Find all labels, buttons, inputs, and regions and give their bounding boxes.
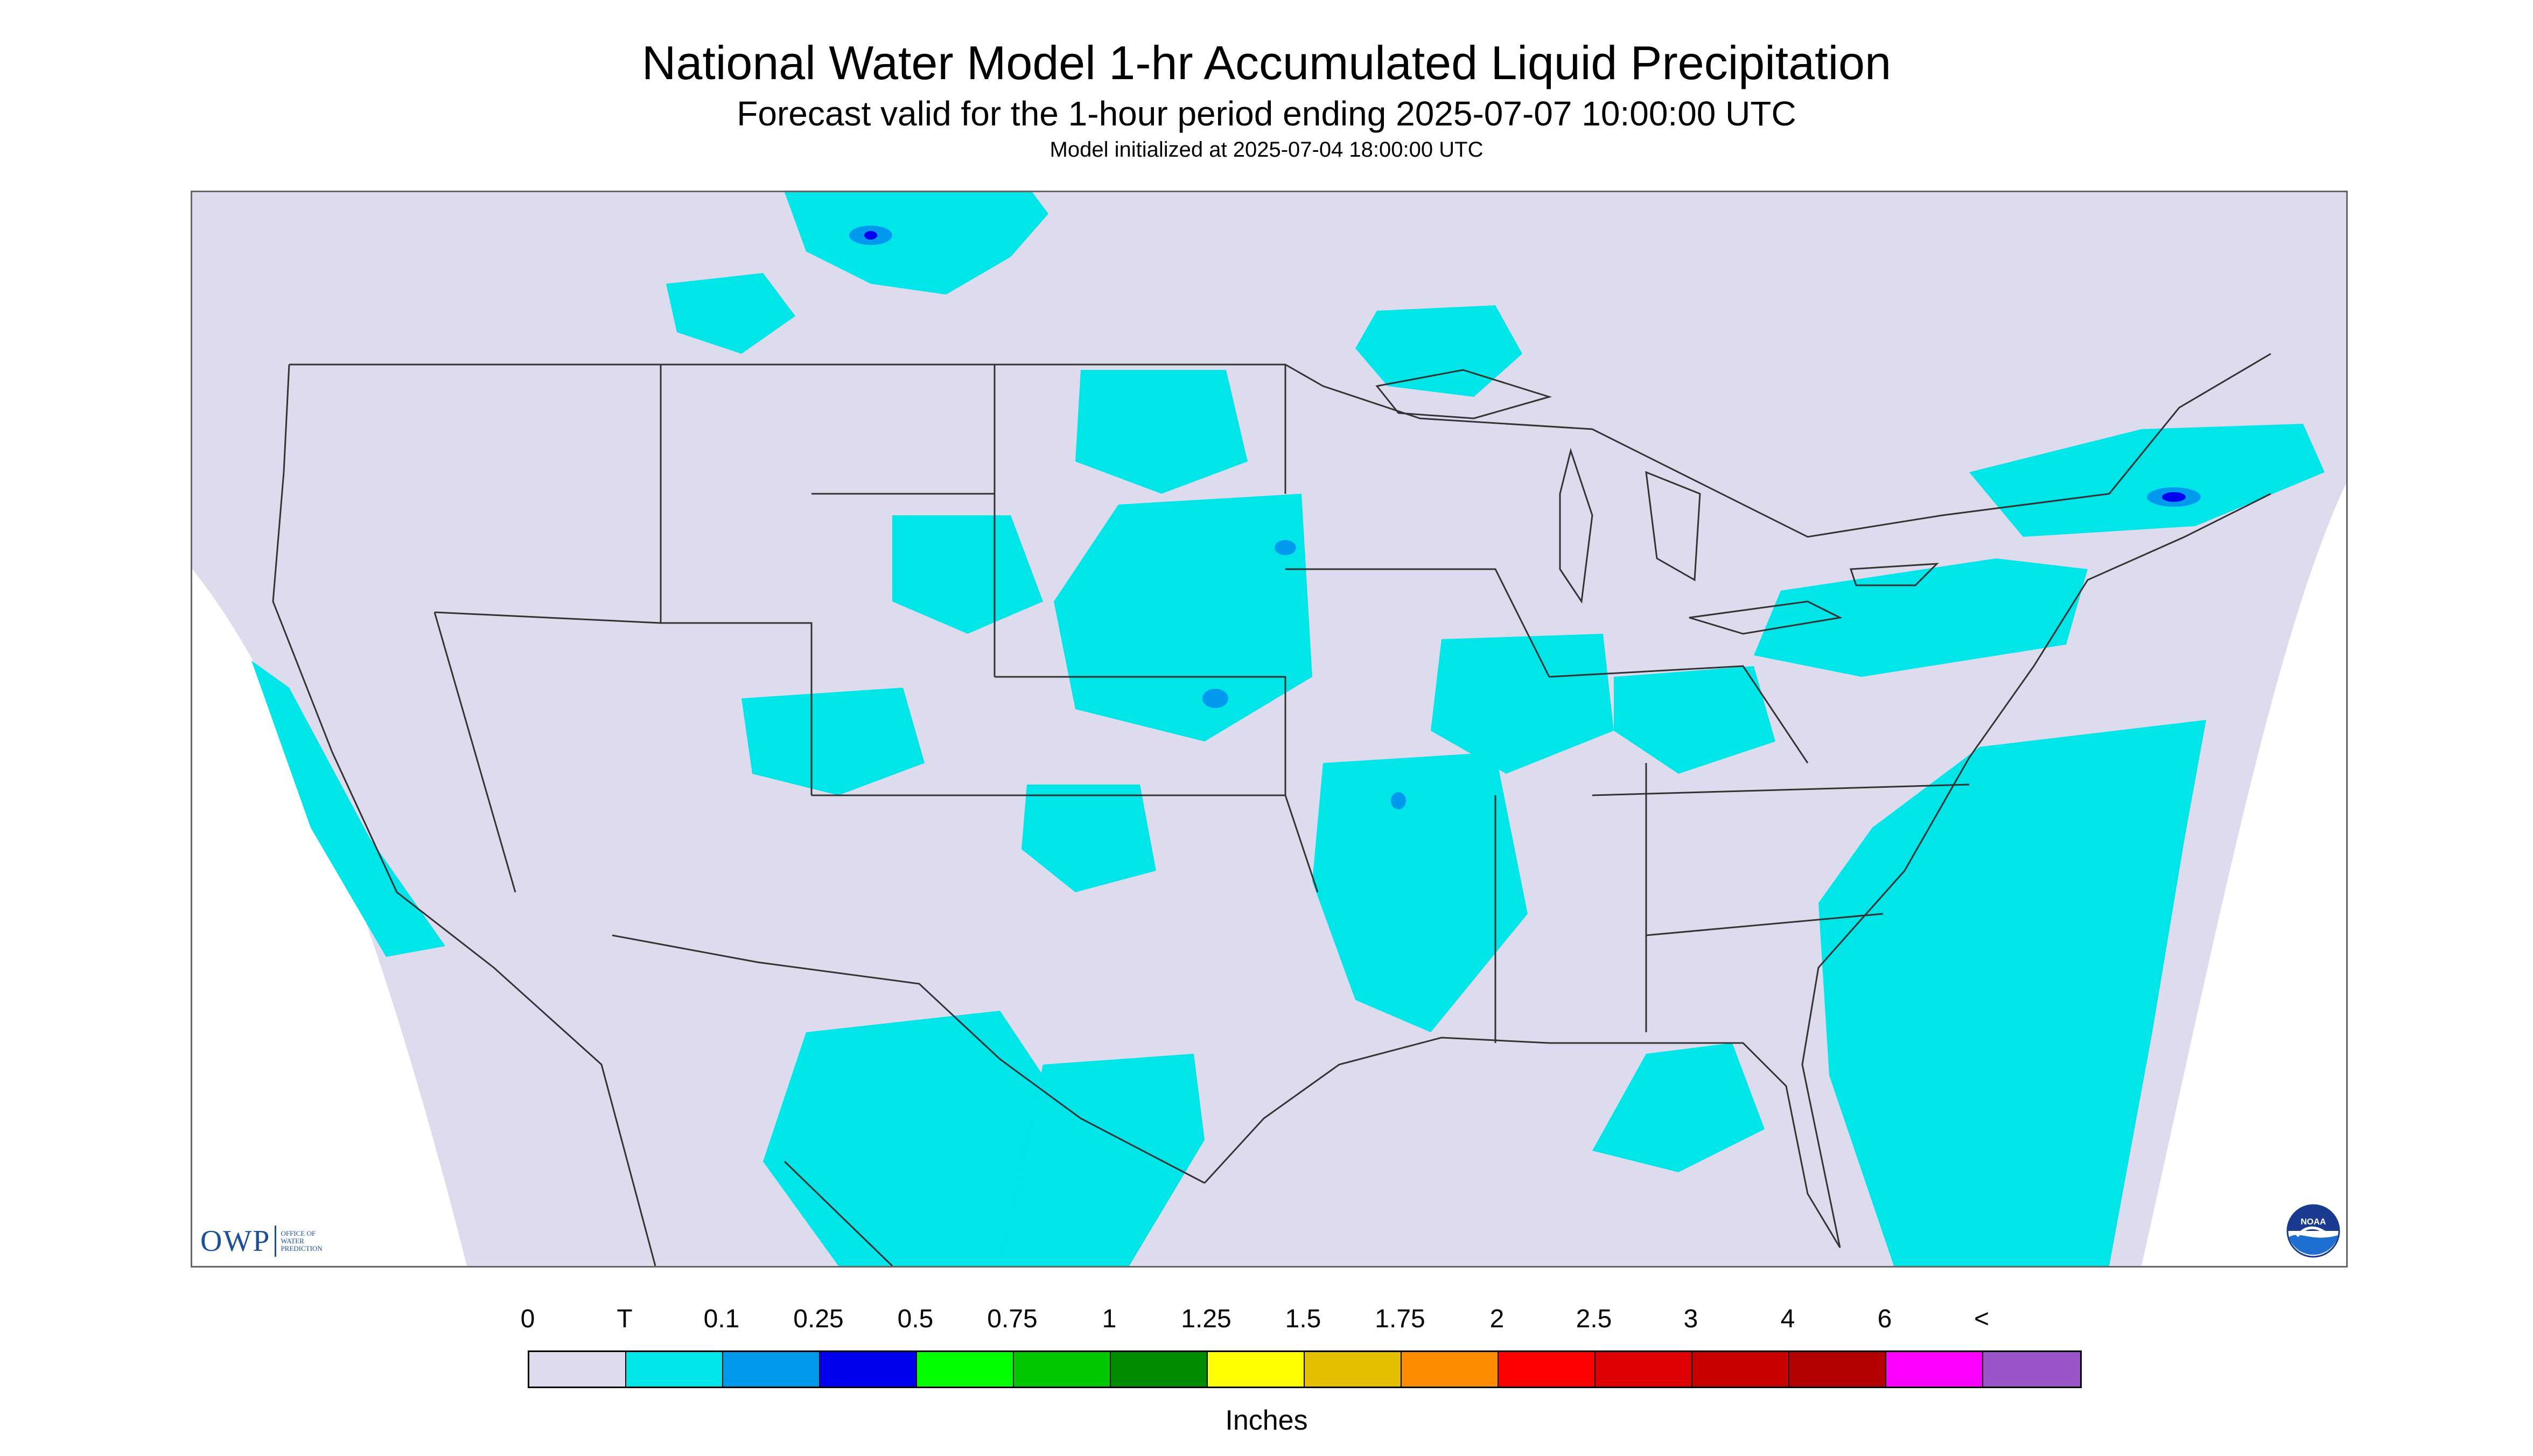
- legend-label: 0.75: [987, 1305, 1038, 1333]
- legend-label: 1.75: [1375, 1305, 1425, 1333]
- precip-core-canada-inner: [864, 231, 877, 240]
- legend-label: 1.5: [1285, 1305, 1321, 1333]
- precip-area-colorado: [741, 688, 925, 795]
- owp-logo-text: OWP: [200, 1224, 271, 1258]
- atlantic-coastline: [1801, 493, 2271, 1248]
- state-line-5: [811, 794, 1319, 893]
- legend-units: Inches: [1225, 1405, 1308, 1436]
- precip-core-dakota: [1275, 540, 1296, 555]
- legend-swatch: [1305, 1352, 1402, 1387]
- legend-swatch: [723, 1352, 820, 1387]
- precip-area-saskatchewan: [666, 273, 795, 354]
- legend-swatch: [917, 1352, 1014, 1387]
- legend-label: 6: [1877, 1305, 1892, 1333]
- legend-label: 0.5: [897, 1305, 934, 1333]
- state-line-12: [1592, 783, 1970, 796]
- lake-huron: [1645, 471, 1701, 582]
- legend-swatch: [1111, 1352, 1208, 1387]
- precip-core-iowa: [1202, 689, 1228, 708]
- map-subtitle: Forecast valid for the 1-hour period end…: [737, 94, 1796, 133]
- legend-swatch: [1402, 1352, 1499, 1387]
- state-line-4: [995, 676, 1286, 795]
- lake-superior: [1375, 369, 1552, 419]
- precip-area-great-lakes: [1614, 666, 1775, 774]
- pacific-coastline: [272, 364, 656, 1266]
- legend-label: 0.1: [703, 1305, 740, 1333]
- legend-label: 0.25: [793, 1305, 844, 1333]
- precip-core-maine-inner: [2162, 492, 2186, 502]
- map-boundaries: [272, 353, 2271, 1266]
- lake-ontario: [1849, 563, 1939, 586]
- state-line-14: [433, 612, 516, 893]
- legend-colorbar: [528, 1350, 2082, 1388]
- precip-area-ontario: [1355, 305, 1522, 397]
- precip-area-midwest: [1431, 634, 1614, 774]
- legend-label: 1.25: [1181, 1305, 1231, 1333]
- precip-area-california-coast: [251, 661, 445, 957]
- legend-swatch: [529, 1352, 626, 1387]
- noaa-logo: NOAA: [2286, 1204, 2340, 1258]
- precip-heavy-cores: [849, 226, 2201, 809]
- map-canvas: [192, 192, 2346, 1266]
- owp-logo-subtext: OFFICE OF WATER PREDICTION: [281, 1229, 323, 1252]
- legend-label: 4: [1780, 1305, 1795, 1333]
- map-title: National Water Model 1-hr Accumulated Li…: [641, 36, 1892, 89]
- great-lakes: [1375, 369, 1939, 635]
- owp-logo: OWP OFFICE OF WATER PREDICTION: [200, 1223, 323, 1259]
- precip-area-canada-north: [785, 192, 1048, 295]
- legend-swatch: [1692, 1352, 1789, 1387]
- legend-label: 1: [1102, 1305, 1117, 1333]
- precip-area-atlantic: [1818, 720, 2206, 1266]
- legend-swatch: [1789, 1352, 1886, 1387]
- svg-text:NOAA: NOAA: [2300, 1217, 2326, 1227]
- legend-labels: 0 T 0.1 0.25 0.5 0.75 1 1.25 1.5 1.75 2 2.5 3 4 6 <: [503, 1304, 2065, 1336]
- legend-swatch: [1014, 1352, 1111, 1387]
- precip-core-arkansas: [1391, 792, 1406, 809]
- precip-area-new-england: [1969, 424, 2325, 537]
- legend-label: 0: [520, 1305, 535, 1333]
- precip-area-great-lakes-east: [1754, 558, 2088, 677]
- precip-area-lower-mississippi: [1312, 752, 1528, 1032]
- precip-area-texas: [1021, 785, 1156, 892]
- state-line-15: [783, 1160, 893, 1266]
- legend-label: T: [617, 1305, 633, 1333]
- legend-swatch: [820, 1352, 917, 1387]
- model-init-time: Model initialized at 2025-07-04 18:00:00…: [1049, 138, 1484, 162]
- state-line-11: [1646, 913, 1884, 936]
- state-line-7: [1285, 568, 1550, 677]
- precip-area-plains: [1054, 494, 1312, 741]
- precip-area-mexico: [763, 1011, 1065, 1266]
- precip-area-gulf-east: [1592, 1043, 1765, 1172]
- precip-area-gulf: [1000, 1054, 1205, 1266]
- state-line-8: [1549, 665, 1809, 764]
- legend-label: 2.5: [1576, 1305, 1612, 1333]
- legend-swatch: [1983, 1352, 2080, 1387]
- legend-label: 3: [1683, 1305, 1698, 1333]
- precip-trace-areas: [251, 192, 2325, 1266]
- precip-area-dakotas: [1075, 370, 1248, 494]
- legend-label: 2: [1489, 1305, 1505, 1333]
- legend-swatch: [1499, 1352, 1596, 1387]
- legend-swatch: [1596, 1352, 1692, 1387]
- canada-us-border: [289, 353, 2271, 538]
- gulf-coastline: [1203, 1037, 1841, 1248]
- legend-swatch: [1208, 1352, 1305, 1387]
- us-mexico-border: [612, 934, 1205, 1184]
- precip-area-nebraska: [892, 515, 1043, 634]
- legend-swatch: [626, 1352, 723, 1387]
- precip-map: [191, 191, 2348, 1268]
- state-line-2: [661, 622, 813, 795]
- model-domain-area: [192, 192, 2346, 1266]
- legend-label: <: [1974, 1305, 1990, 1333]
- legend-swatch: [1886, 1352, 1983, 1387]
- lake-michigan: [1559, 447, 1593, 604]
- owp-logo-divider: [275, 1226, 277, 1257]
- lake-erie: [1689, 600, 1843, 635]
